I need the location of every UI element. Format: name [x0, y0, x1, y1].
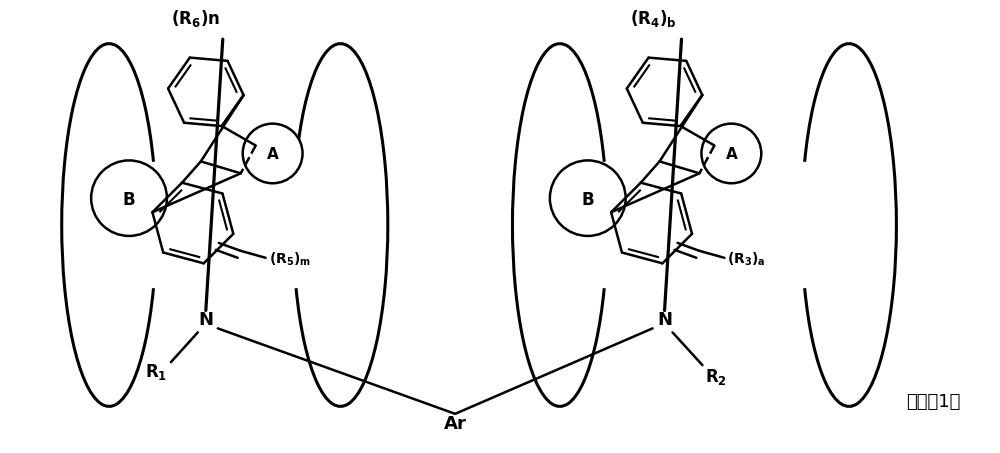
Circle shape [701, 124, 761, 183]
Text: $\mathbf{R_2}$: $\mathbf{R_2}$ [705, 367, 727, 387]
Text: A: A [725, 147, 737, 162]
Text: $\mathbf{( R_6)n}$: $\mathbf{( R_6)n}$ [171, 8, 220, 29]
Text: B: B [123, 191, 135, 209]
Text: $\mathbf{R_1}$: $\mathbf{R_1}$ [145, 362, 167, 382]
Text: 通式（1）: 通式（1） [907, 393, 961, 411]
Circle shape [550, 160, 626, 236]
Text: $\mathbf{Ar}$: $\mathbf{Ar}$ [443, 415, 467, 433]
Circle shape [91, 160, 167, 236]
Circle shape [243, 124, 303, 183]
Text: N: N [198, 311, 213, 329]
Text: $\mathbf{(R_3)_a}$: $\mathbf{(R_3)_a}$ [727, 251, 766, 269]
Text: B: B [581, 191, 594, 209]
Text: N: N [657, 311, 672, 329]
Text: A: A [267, 147, 279, 162]
Text: $\mathbf{(R_5)_m}$: $\mathbf{(R_5)_m}$ [269, 251, 311, 269]
Text: $\mathbf{( R_4)_b}$: $\mathbf{( R_4)_b}$ [630, 8, 676, 29]
